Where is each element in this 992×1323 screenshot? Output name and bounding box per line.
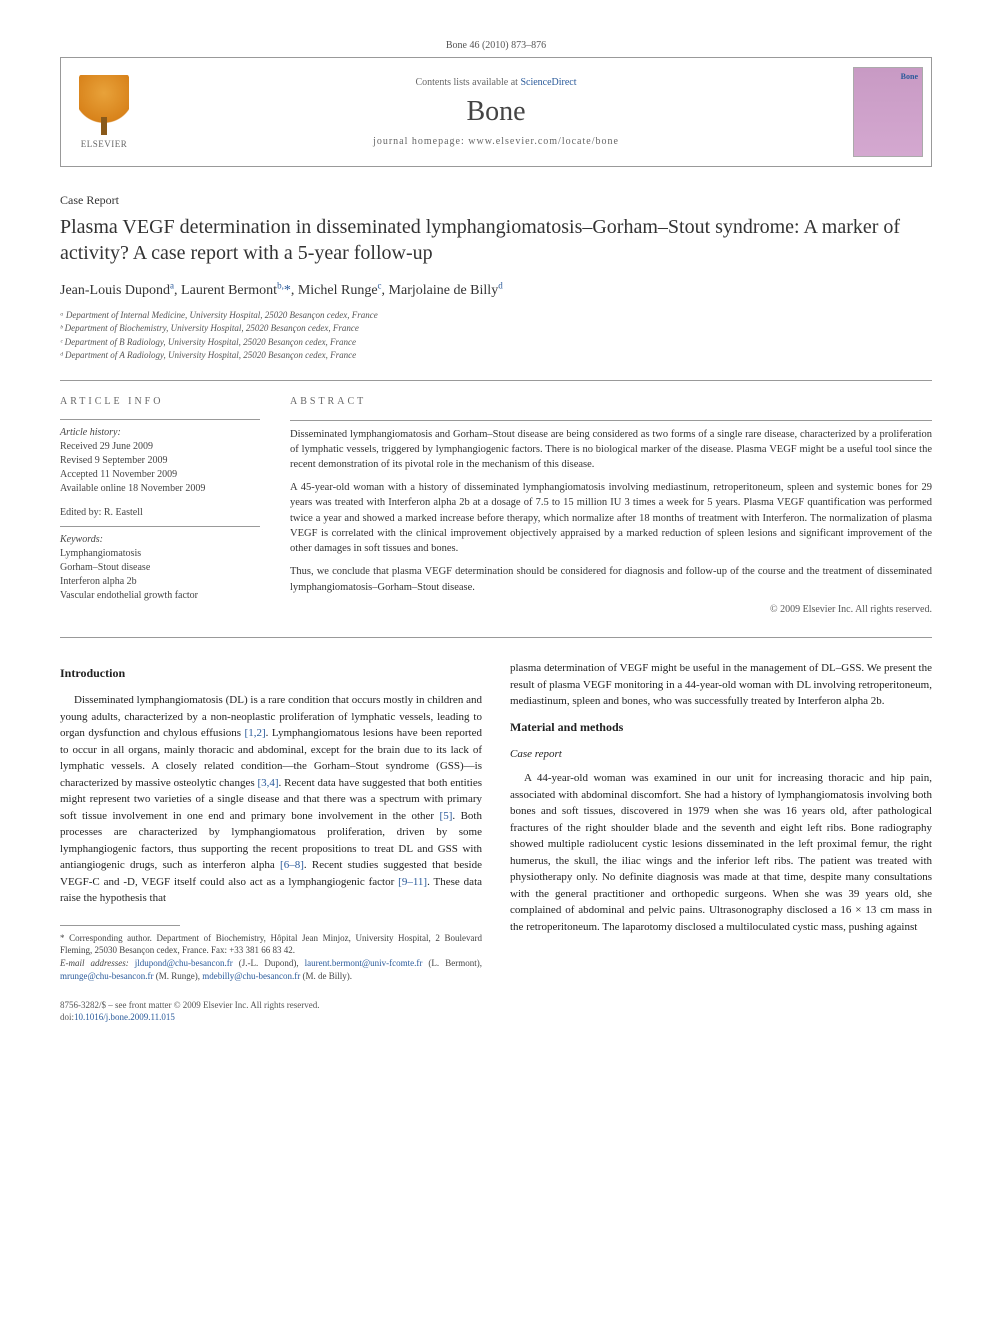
keyword: Interferon alpha 2b xyxy=(60,576,137,587)
affiliation: ᵃ Department of Internal Medicine, Unive… xyxy=(60,309,932,322)
keyword: Lymphangiomatosis xyxy=(60,548,141,559)
email-link[interactable]: mdebilly@chu-besancon.fr xyxy=(202,971,300,981)
corresponding-star-icon: * xyxy=(284,283,291,298)
doi-label: doi: xyxy=(60,1012,74,1022)
mini-rule xyxy=(60,526,260,527)
keywords-label: Keywords: xyxy=(60,534,103,545)
citation-link[interactable]: [9–11] xyxy=(398,876,427,888)
journal-homepage-line: journal homepage: www.elsevier.com/locat… xyxy=(139,136,853,147)
aff-sup: a xyxy=(170,280,174,290)
body-columns: Introduction Disseminated lymphangiomato… xyxy=(60,660,932,982)
elsevier-tree-icon xyxy=(79,75,129,135)
aff-sup: b, xyxy=(277,280,284,290)
citation-link[interactable]: [6–8] xyxy=(280,859,304,871)
keyword: Gorham–Stout disease xyxy=(60,562,150,573)
copyright-line: © 2009 Elsevier Inc. All rights reserved… xyxy=(290,603,932,618)
sciencedirect-link[interactable]: ScienceDirect xyxy=(520,77,576,88)
authors-line: Jean-Louis Duponda, Laurent Bermontb,*, … xyxy=(60,280,932,299)
intro-paragraph: Disseminated lymphangiomatosis (DL) is a… xyxy=(60,692,482,907)
footnotes: * Corresponding author. Department of Bi… xyxy=(60,932,482,982)
contents-available-line: Contents lists available at ScienceDirec… xyxy=(139,77,853,88)
history-revised: Revised 9 September 2009 xyxy=(60,455,167,466)
edited-by: Edited by: R. Eastell xyxy=(60,507,143,518)
email-link[interactable]: mrunge@chu-besancon.fr xyxy=(60,971,154,981)
page-footer: 8756-3282/$ – see front matter © 2009 El… xyxy=(60,1000,932,1023)
article-type: Case Report xyxy=(60,193,932,208)
section-rule xyxy=(60,380,932,381)
history-received: Received 29 June 2009 xyxy=(60,441,153,452)
abstract-paragraph: A 45-year-old woman with a history of di… xyxy=(290,480,932,556)
case-paragraph: A 44-year-old woman was examined in our … xyxy=(510,770,932,935)
affiliations: ᵃ Department of Internal Medicine, Unive… xyxy=(60,309,932,362)
header-center: Contents lists available at ScienceDirec… xyxy=(139,77,853,147)
history-label: Article history: xyxy=(60,427,121,438)
history-online: Available online 18 November 2009 xyxy=(60,483,205,494)
homepage-url[interactable]: www.elsevier.com/locate/bone xyxy=(468,136,619,147)
corresponding-author-note: * Corresponding author. Department of Bi… xyxy=(60,932,482,957)
affiliation: ᵇ Department of Biochemistry, University… xyxy=(60,322,932,335)
doi-value[interactable]: 10.1016/j.bone.2009.11.015 xyxy=(74,1012,175,1022)
elsevier-logo: ELSEVIER xyxy=(69,67,139,157)
emails-label: E-mail addresses: xyxy=(60,958,135,968)
article-info-col: ARTICLE INFO Article history: Received 2… xyxy=(60,395,260,617)
doi-line: doi:10.1016/j.bone.2009.11.015 xyxy=(60,1012,932,1024)
keyword: Vascular endothelial growth factor xyxy=(60,590,198,601)
affiliation: ᵈ Department of A Radiology, University … xyxy=(60,349,932,362)
abstract-col: ABSTRACT Disseminated lymphangiomatosis … xyxy=(290,395,932,617)
article-title: Plasma VEGF determination in disseminate… xyxy=(60,214,932,266)
email-who: (J.-L. Dupond), xyxy=(233,958,305,968)
intro-continuation: plasma determination of VEGF might be us… xyxy=(510,660,932,710)
info-abstract-row: ARTICLE INFO Article history: Received 2… xyxy=(60,395,932,617)
abstract-head: ABSTRACT xyxy=(290,395,932,410)
email-who: (M. de Billy). xyxy=(300,971,352,981)
page: Bone 46 (2010) 873–876 ELSEVIER Contents… xyxy=(0,0,992,1063)
body-col-right: plasma determination of VEGF might be us… xyxy=(510,660,932,982)
journal-header-box: ELSEVIER Contents lists available at Sci… xyxy=(60,57,932,167)
mini-rule xyxy=(60,419,260,420)
journal-cover-thumbnail: Bone xyxy=(853,67,923,157)
abstract-paragraph: Disseminated lymphangiomatosis and Gorha… xyxy=(290,427,932,473)
article-info-head: ARTICLE INFO xyxy=(60,395,260,409)
material-methods-head: Material and methods xyxy=(510,718,932,736)
cover-label: Bone xyxy=(901,72,918,81)
mini-rule xyxy=(290,420,932,421)
running-header: Bone 46 (2010) 873–876 xyxy=(60,40,932,51)
homepage-prefix: journal homepage: xyxy=(373,136,468,147)
email-who: (M. Runge), xyxy=(154,971,203,981)
citation-link[interactable]: [3,4] xyxy=(257,777,278,789)
body-col-left: Introduction Disseminated lymphangiomato… xyxy=(60,660,482,982)
journal-title: Bone xyxy=(139,96,853,128)
abstract-paragraph: Thus, we conclude that plasma VEGF deter… xyxy=(290,564,932,594)
emails-line: E-mail addresses: jldupond@chu-besancon.… xyxy=(60,957,482,982)
section-rule xyxy=(60,637,932,638)
introduction-head: Introduction xyxy=(60,664,482,682)
aff-sup: d xyxy=(498,280,503,290)
affiliation: ᶜ Department of B Radiology, University … xyxy=(60,336,932,349)
authors-text: Jean-Louis Duponda, Laurent Bermontb,*, … xyxy=(60,283,503,298)
case-report-subhead: Case report xyxy=(510,746,932,763)
email-who: (L. Bermont), xyxy=(422,958,482,968)
issn-line: 8756-3282/$ – see front matter © 2009 El… xyxy=(60,1000,932,1012)
email-link[interactable]: laurent.bermont@univ-fcomte.fr xyxy=(305,958,423,968)
contents-prefix: Contents lists available at xyxy=(415,77,520,88)
citation-link[interactable]: [5] xyxy=(440,810,453,822)
email-link[interactable]: jldupond@chu-besancon.fr xyxy=(135,958,233,968)
footnote-rule xyxy=(60,925,180,926)
citation-link[interactable]: [1,2] xyxy=(245,727,266,739)
elsevier-label: ELSEVIER xyxy=(81,139,128,149)
history-accepted: Accepted 11 November 2009 xyxy=(60,469,177,480)
aff-sup: c xyxy=(378,280,382,290)
